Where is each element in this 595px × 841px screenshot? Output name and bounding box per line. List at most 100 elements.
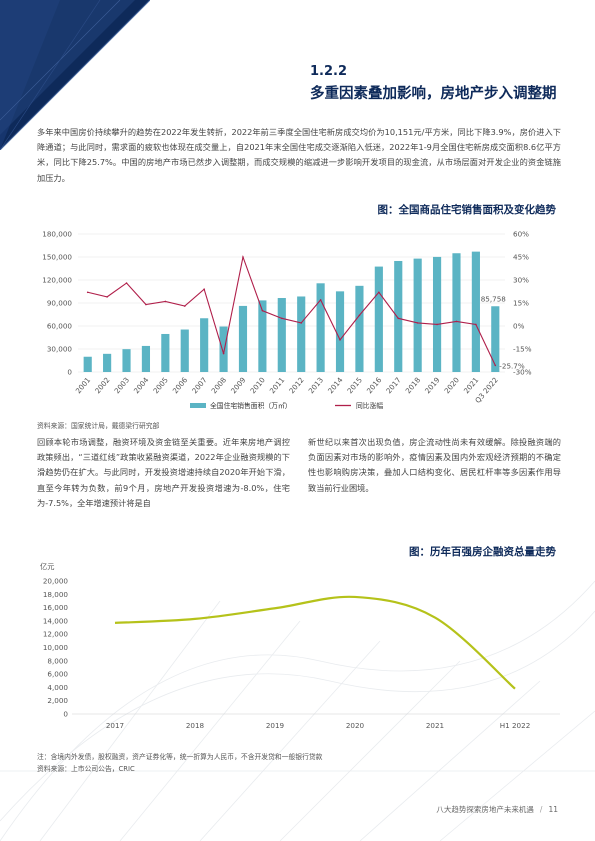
bar	[180, 329, 189, 372]
x-tick-label: 2018	[186, 721, 205, 730]
x-tick-label: 2005	[151, 376, 170, 396]
yoy-point	[164, 300, 167, 303]
x-tick-label: 2018	[404, 375, 423, 395]
yoy-point	[242, 256, 244, 258]
bar	[258, 300, 267, 372]
yoy-point	[106, 296, 108, 298]
x-tick-label: 2019	[266, 721, 285, 730]
left-column-paragraph: 回顾本轮市场调整，融资环境及资金链至关重要。近年来房地产调控政策频出，“三道红线…	[37, 437, 290, 508]
y-left-tick-label: 60,000	[47, 322, 73, 331]
bar-data-label: 85,758	[481, 294, 507, 303]
yoy-point	[261, 309, 264, 312]
y-unit-label: 亿元	[40, 562, 54, 571]
x-tick-label: 2020	[442, 375, 461, 395]
y-left-tick-label: 0	[67, 368, 72, 377]
y-right-tick-label: 30%	[513, 276, 529, 285]
yoy-point	[397, 317, 400, 320]
y-right-tick-label: 0%	[513, 322, 525, 331]
yoy-point	[358, 314, 361, 317]
yoy-point	[436, 323, 438, 326]
y-right-tick-label: 60%	[513, 230, 529, 239]
x-tick-label: 2013	[306, 376, 325, 396]
bar	[432, 256, 442, 372]
bar	[491, 306, 500, 372]
x-tick-label: H1 2022	[500, 721, 531, 730]
x-tick-label: 2010	[248, 375, 267, 395]
y-tick-label: 6,000	[47, 670, 68, 679]
financing-trend-chart: 亿元 0 2,000 4,000 6,000 8,000 10,000 12,000 14,00…	[40, 562, 560, 730]
bar	[122, 349, 131, 372]
x-tick-label: 2015	[345, 376, 364, 396]
bar	[355, 285, 364, 372]
bar	[413, 258, 422, 372]
y-right-tick-label: 45%	[513, 253, 529, 262]
y-left-tick-label: 90,000	[47, 299, 73, 308]
yoy-point	[494, 364, 497, 367]
yoy-point	[416, 322, 419, 324]
y-left-tick-label: 120,000	[42, 276, 72, 285]
yoy-point	[222, 352, 225, 355]
x-tick-label: 2009	[229, 375, 248, 395]
bar	[297, 296, 306, 372]
right-column-paragraph: 新世纪以来首次出现负值，房企流动性尚未有效缓解。除投融资端的负面因素对市场的影响…	[308, 437, 561, 493]
yoy-point	[203, 288, 205, 290]
y-tick-label: 4,000	[47, 683, 68, 692]
y-left-tick-label: 180,000	[42, 230, 72, 239]
x-tick-label: 2001	[74, 376, 93, 396]
legend-bar-swatch	[190, 403, 206, 408]
x-tick-label: 2006	[171, 375, 190, 395]
y-right-tick-label: 15%	[513, 299, 529, 308]
y-tick-label: 18,000	[43, 590, 69, 599]
page-number: 11	[548, 805, 558, 814]
yoy-point	[183, 305, 186, 307]
bar	[103, 353, 112, 372]
yoy-line	[87, 254, 496, 366]
yoy-point	[145, 303, 147, 306]
yoy-point	[455, 320, 458, 323]
footer-text: 八大趋势探索房地产未来机遇	[436, 805, 534, 814]
y-right-tick-label: -15%	[513, 345, 532, 354]
bar	[335, 291, 345, 372]
x-tick-label: 2017	[384, 376, 403, 396]
figure1-title: 图：全国商品住宅销售面积及变化趋势	[377, 204, 557, 216]
y-tick-label: 0	[63, 710, 68, 719]
y-left-tick-label: 30,000	[47, 345, 73, 354]
financing-trend-line	[114, 595, 516, 690]
x-tick-label: 2019	[423, 375, 442, 395]
y-left-tick-label: 150,000	[42, 253, 72, 262]
section-title: 多重因素叠加影响，房地产步入调整期	[310, 86, 557, 102]
x-tick-label: 2021	[426, 721, 444, 730]
bar	[219, 326, 228, 372]
corner-decoration	[0, 0, 150, 150]
intro-paragraph: 多年来中国房价持续攀升的趋势在2022年发生转折，2022年前三季度全国住宅新房…	[37, 127, 561, 183]
bar	[161, 333, 170, 372]
legend-line-label: 同比涨幅	[356, 401, 383, 410]
yoy-point	[86, 291, 89, 294]
yoy-data-label: -25.7%	[499, 361, 525, 370]
figure2-source: 资料来源：上市公司公告，CRIC	[37, 765, 135, 773]
footer-separator: /	[539, 805, 543, 814]
bar	[374, 266, 383, 372]
yoy-point	[378, 291, 380, 294]
bar	[141, 345, 151, 372]
x-tick-label: 2012	[287, 376, 306, 396]
bar	[238, 305, 248, 372]
y-tick-label: 20,000	[43, 577, 69, 586]
bar	[200, 318, 209, 372]
yoy-point	[339, 339, 341, 341]
bar	[277, 298, 286, 372]
page-footer: 八大趋势探索房地产未来机遇 / 11	[436, 804, 558, 815]
x-tick-label: 2007	[190, 376, 209, 396]
y-tick-label: 8,000	[47, 656, 68, 665]
y-tick-label: 10,000	[43, 643, 69, 652]
figure2-note: 注：含境内外发债，股权融资，资产证券化等，统一折算为人民币，不含开发贷和一般银行…	[37, 753, 323, 761]
legend-bar-label: 全国住宅销售面积（万㎡）	[210, 401, 292, 410]
x-tick-label: 2008	[209, 375, 228, 395]
x-tick-label: 2014	[326, 375, 345, 395]
residential-sales-chart: 0 30,000 60,000 90,000 120,000 150,000 180,000…	[42, 230, 532, 411]
y-tick-label: 14,000	[43, 616, 69, 625]
yoy-point	[319, 299, 322, 301]
bar	[316, 283, 325, 372]
y-right-tick-label: -30%	[513, 368, 532, 377]
bar	[471, 251, 480, 372]
